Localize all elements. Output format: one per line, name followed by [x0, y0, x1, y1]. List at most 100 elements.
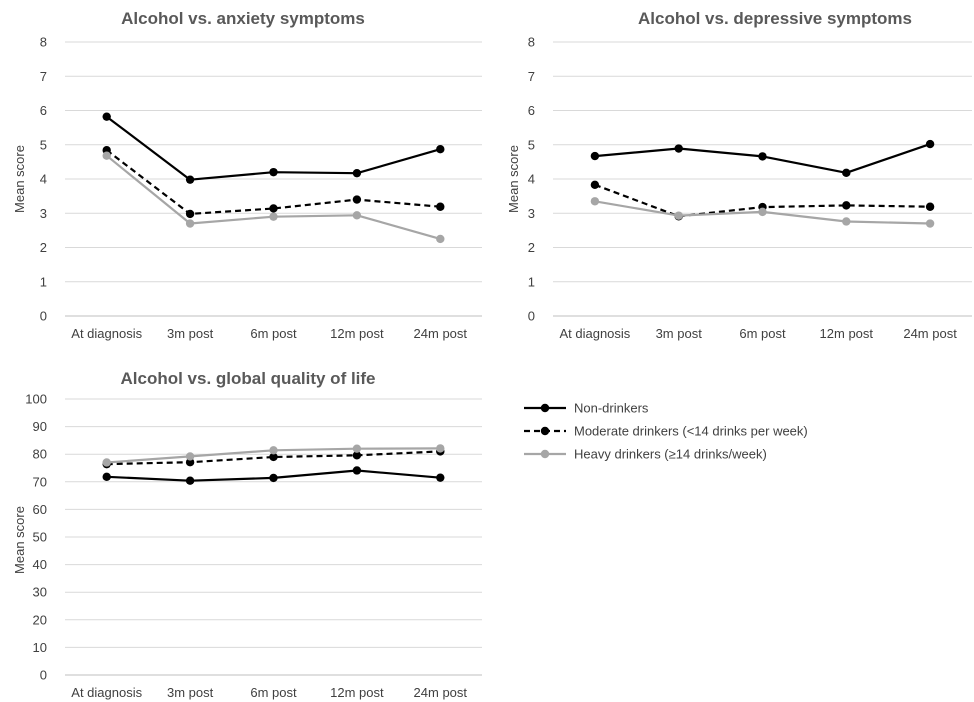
x-tick-label: 6m post — [250, 685, 297, 700]
data-point — [185, 452, 195, 461]
data-point — [436, 145, 445, 154]
series-3 — [102, 444, 445, 467]
x-tick-label: 3m post — [167, 685, 214, 700]
data-point — [758, 152, 767, 161]
data-point — [352, 466, 362, 475]
chart-title: Alcohol vs. anxiety symptoms — [121, 9, 365, 28]
x-tick-label: 12m post — [820, 326, 874, 341]
y-tick-label: 20 — [33, 612, 47, 627]
data-point — [185, 209, 195, 219]
x-tick-label: 24m post — [903, 326, 957, 341]
data-point — [352, 195, 362, 204]
series-3 — [590, 197, 935, 228]
y-tick-label: 7 — [40, 69, 47, 84]
series-line — [106, 450, 441, 466]
y-axis-label: Mean score — [12, 506, 27, 574]
y-tick-label: 70 — [33, 474, 47, 489]
series-1 — [102, 112, 445, 184]
y-tick-label: 1 — [528, 274, 535, 289]
data-point — [102, 458, 111, 467]
data-point — [842, 168, 851, 178]
y-tick-label: 8 — [528, 35, 535, 50]
x-tick-label: 3m post — [167, 326, 214, 341]
series-1 — [590, 139, 935, 178]
y-tick-label: 0 — [40, 309, 47, 324]
data-point — [185, 476, 195, 485]
data-point — [674, 144, 683, 153]
legend: Non-drinkers Moderate drinkers (<14 drink… — [524, 401, 808, 462]
data-point — [102, 112, 111, 121]
legend-label: Heavy drinkers (≥14 drinks/week) — [574, 447, 767, 462]
series-3 — [102, 151, 445, 244]
legend-label: Moderate drinkers (<14 drinks per week) — [574, 424, 808, 439]
data-point — [269, 446, 278, 455]
y-tick-label: 8 — [40, 35, 47, 50]
y-tick-label: 50 — [33, 530, 47, 545]
y-tick-label: 0 — [40, 668, 47, 683]
data-point — [352, 451, 362, 460]
y-axis-label: Mean score — [12, 145, 27, 213]
y-tick-label: 60 — [33, 502, 47, 517]
legend-entry: Heavy drinkers (≥14 drinks/week) — [524, 447, 767, 462]
data-point — [269, 473, 278, 483]
legend-entry: Non-drinkers — [524, 401, 649, 416]
x-tick-label: 24m post — [414, 326, 468, 341]
data-point — [102, 472, 111, 482]
y-tick-label: 7 — [528, 69, 535, 84]
x-tick-label: At diagnosis — [559, 326, 630, 341]
y-tick-label: 10 — [33, 640, 47, 655]
y-tick-label: 1 — [40, 274, 47, 289]
series-1 — [102, 466, 445, 485]
data-point — [436, 234, 445, 244]
x-tick-label: 12m post — [330, 685, 384, 700]
y-tick-label: 2 — [528, 240, 535, 255]
legend-label: Non-drinkers — [574, 401, 649, 416]
legend-entry: Moderate drinkers (<14 drinks per week) — [524, 424, 808, 439]
y-tick-label: 3 — [40, 206, 47, 221]
y-tick-label: 3 — [528, 206, 535, 221]
y-tick-label: 0 — [528, 309, 535, 324]
y-tick-label: 2 — [40, 240, 47, 255]
data-point — [590, 180, 600, 190]
data-point — [269, 212, 278, 221]
data-point — [758, 207, 767, 217]
chart-panel-2: Alcohol vs. depressive symptoms 0 1 2 3 4 5 6 7 8… — [506, 9, 972, 341]
series-2 — [102, 146, 445, 219]
chart-panel-1: Alcohol vs. anxiety symptoms 0 1 2 3 4 5 6 7 8 At … — [12, 9, 482, 341]
y-tick-label: 6 — [40, 103, 47, 118]
data-point — [269, 452, 278, 462]
chart-panel-3: Alcohol vs. global quality of life 0 10 20 3… — [12, 369, 482, 700]
y-tick-label: 4 — [528, 172, 535, 187]
data-point — [436, 202, 445, 211]
y-tick-label: 6 — [528, 103, 535, 118]
data-point — [352, 211, 362, 220]
y-tick-label: 100 — [25, 392, 47, 407]
data-point — [185, 175, 195, 184]
data-point — [590, 151, 600, 161]
y-tick-label: 30 — [33, 585, 47, 600]
data-point — [674, 211, 683, 220]
y-tick-label: 4 — [40, 172, 47, 187]
y-tick-label: 40 — [33, 557, 47, 572]
y-tick-label: 5 — [528, 137, 535, 152]
data-point — [269, 204, 278, 213]
y-tick-label: 5 — [40, 137, 47, 152]
chart-title: Alcohol vs. global quality of life — [120, 369, 375, 388]
data-point — [185, 458, 195, 467]
y-tick-label: 90 — [33, 419, 47, 434]
data-point — [352, 168, 362, 178]
data-point — [925, 139, 935, 149]
data-point — [842, 217, 851, 226]
data-point — [185, 219, 195, 228]
data-point — [925, 202, 935, 211]
series-line — [106, 149, 441, 215]
chart-title: Alcohol vs. depressive symptoms — [638, 9, 912, 28]
data-point — [269, 167, 278, 177]
x-tick-label: At diagnosis — [71, 685, 142, 700]
data-point — [925, 219, 935, 228]
legend-swatch-marker — [540, 449, 550, 459]
legend-swatch-marker — [540, 403, 550, 413]
data-point — [842, 201, 851, 210]
